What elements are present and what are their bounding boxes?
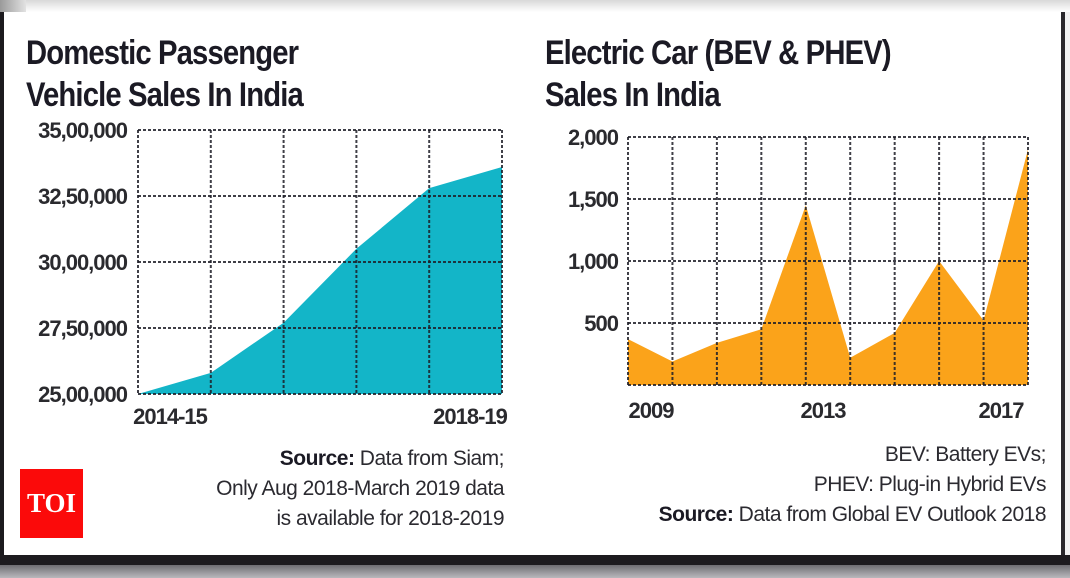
area-series (138, 166, 502, 394)
note-line: BEV: Battery EVs; (884, 443, 1047, 466)
note-line: is available for 2018-2019 (276, 507, 505, 530)
source-note-left: Source: Data from Siam; Only Aug 2018-Ma… (216, 444, 504, 534)
y-tick-label: 500 (584, 311, 618, 336)
frame-right-gutter (1065, 12, 1070, 557)
frame-left-border (0, 12, 4, 557)
y-tick-label: 27,50,000 (38, 316, 128, 341)
y-tick-label: 25,00,000 (38, 382, 128, 407)
source-label: Source: (658, 503, 734, 526)
note-line: Only Aug 2018-March 2019 data (216, 477, 504, 500)
source-text: Data from Siam; (354, 447, 505, 470)
source-text: Data from Global EV Outlook 2018 (733, 503, 1047, 526)
area-series (628, 149, 1028, 385)
title-line: Domestic Passenger (26, 34, 299, 72)
note-line: Source: Data from Siam; (216, 444, 505, 474)
source-note-right: BEV: Battery EVs; PHEV: Plug-in Hybrid E… (658, 440, 1047, 530)
note-line: PHEV: Plug-in Hybrid EVs (813, 473, 1047, 496)
top-frame-strip (0, 0, 1070, 12)
source-label: Source: (279, 447, 355, 470)
frame-bottom-shade (0, 565, 1070, 578)
y-tick-label: 2,000 (568, 125, 619, 150)
x-tick-label: 2014-15 (133, 404, 208, 429)
x-tick-label: 2013 (801, 398, 847, 423)
title-line: Electric Car (BEV & PHEV) (545, 34, 892, 72)
toi-logo: TOI (20, 469, 83, 538)
y-tick-label: 1,500 (568, 187, 619, 212)
x-tick-label: 2018-19 (433, 404, 508, 429)
y-tick-label: 35,00,000 (38, 118, 128, 143)
title-line: Sales In India (545, 76, 721, 114)
y-tick-label: 1,000 (568, 249, 619, 274)
frame-right-border (1061, 12, 1065, 557)
x-tick-label: 2017 (979, 398, 1025, 423)
domestic-sales-area-chart: 25,00,000 27,50,000 30,00,000 32,50,000 35,0… (38, 118, 509, 429)
chart-title-domestic-sales: Domestic Passenger Vehicle Sales In Indi… (26, 32, 304, 116)
frame-bottom-border (0, 555, 1070, 565)
y-tick-label: 30,00,000 (38, 250, 128, 275)
chart-title-electric-sales: Electric Car (BEV & PHEV) Sales In India (545, 32, 892, 116)
note-line: Source: Data from Global EV Outlook 2018 (658, 500, 1047, 530)
y-tick-label: 32,50,000 (38, 184, 128, 209)
title-line: Vehicle Sales In India (26, 76, 304, 114)
electric-sales-area-chart: 500 1,000 1,500 2,000 2009 2013 2017 (568, 125, 1029, 423)
x-tick-label: 2009 (629, 398, 675, 423)
